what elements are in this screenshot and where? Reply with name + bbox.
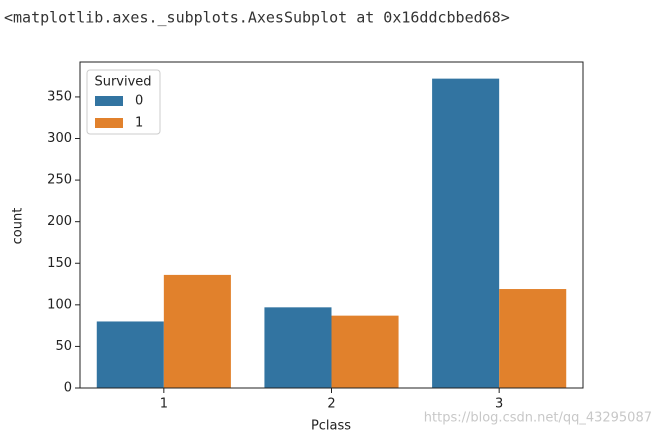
bar (163, 274, 231, 388)
legend-title: Survived (94, 75, 151, 90)
y-tick-label: 300 (47, 131, 72, 146)
bar (499, 289, 567, 388)
y-tick-label: 50 (55, 339, 72, 354)
x-tick-label: 3 (495, 397, 503, 412)
y-tick-label: 200 (47, 214, 72, 229)
legend-swatch (95, 118, 123, 128)
y-tick-label: 150 (47, 256, 72, 271)
bar (96, 321, 164, 388)
y-tick-label: 100 (47, 297, 72, 312)
bar (331, 315, 399, 388)
x-axis-label: Pclass (311, 419, 351, 434)
x-tick-label: 1 (160, 397, 168, 412)
y-tick-label: 350 (47, 89, 72, 104)
bar (264, 307, 332, 388)
y-axis-label: count (11, 208, 26, 245)
output-text: <matplotlib.axes._subplots.AxesSubplot a… (4, 9, 510, 27)
x-tick-label: 2 (327, 397, 335, 412)
y-tick-label: 250 (47, 173, 72, 188)
legend-label: 1 (135, 116, 143, 131)
watermark: https://blog.csdn.net/qq_43295087 (424, 411, 652, 426)
bar (432, 78, 500, 388)
axes-frame (79, 61, 584, 389)
y-tick-label: 0 (64, 381, 72, 396)
legend-swatch (95, 96, 123, 106)
legend-label: 0 (135, 94, 143, 109)
